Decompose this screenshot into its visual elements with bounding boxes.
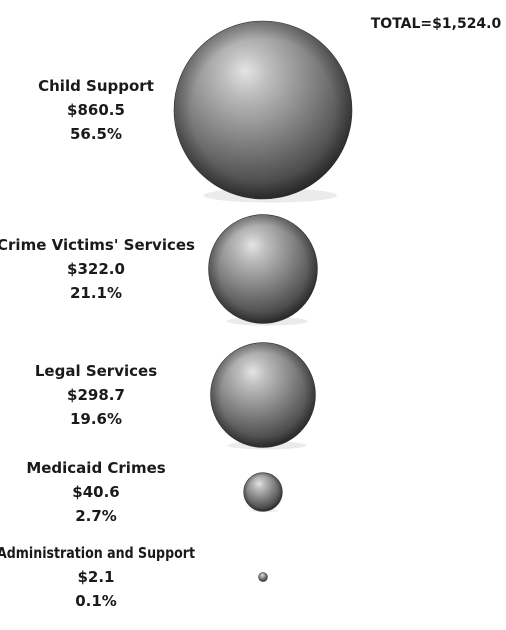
bubble-name-label: Administration and Support (0, 544, 195, 562)
bubble-rim (208, 214, 318, 324)
bubble-value-label: $322.0 (67, 260, 125, 278)
bubble-rim (258, 572, 268, 582)
bubble-name-label: Child Support (38, 77, 154, 95)
bubble-rows: Child Support $860.5 56.5% Crime Victims' S… (0, 20, 353, 610)
bubble-name-label: Medicaid Crimes (26, 459, 165, 477)
bubble-value-label: $2.1 (77, 568, 114, 586)
bubble-value-label: $298.7 (67, 386, 125, 404)
bubble-percent-label: 2.7% (75, 507, 117, 525)
bubble-percent-label: 19.6% (70, 410, 122, 428)
bubble-percent-label: 56.5% (70, 125, 122, 143)
bubble-rim (243, 472, 283, 512)
bubble-name-label: Crime Victims' Services (0, 236, 195, 254)
total-label: TOTAL=$1,524.0 (371, 16, 502, 32)
bubble-name-label: Legal Services (35, 362, 157, 380)
bubble-value-label: $860.5 (67, 101, 125, 119)
bubble-rim (210, 342, 316, 448)
bubble-percent-label: 21.1% (70, 284, 122, 302)
bubble-value-label: $40.6 (72, 483, 119, 501)
bubble-percent-label: 0.1% (75, 592, 117, 610)
bubble-rim (174, 21, 352, 199)
